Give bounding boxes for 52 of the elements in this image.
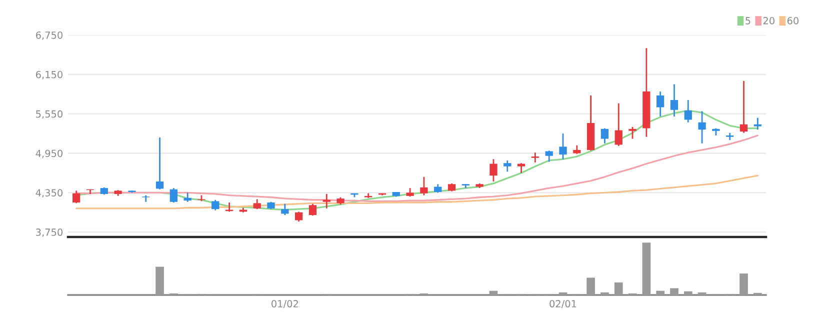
candlestick: [684, 99, 692, 124]
y-tick-label: 4,350: [36, 189, 62, 198]
legend-label: 5: [746, 17, 750, 24]
bar: [586, 278, 595, 295]
candlestick: [531, 152, 540, 164]
candlestick: [656, 90, 664, 118]
candlestick: [322, 193, 330, 210]
legend-label: 20: [763, 17, 774, 24]
candlestick: [740, 80, 748, 134]
candlestick: [156, 136, 164, 190]
candlestick: [294, 211, 303, 222]
bar: [156, 266, 164, 295]
y-tick-label: 6,150: [36, 70, 62, 80]
bar: [684, 291, 692, 295]
y-tick-label: 3,750: [36, 228, 62, 237]
bar: [558, 292, 568, 295]
bar: [614, 282, 623, 295]
y-tick-label: 4,950: [36, 150, 62, 158]
bar: [670, 288, 678, 295]
x-tick-label: 02/01: [550, 300, 576, 308]
candlestick: [308, 203, 317, 216]
bar: [656, 290, 664, 295]
candlestick: [170, 187, 178, 204]
candlestick: [212, 199, 220, 212]
candlestick: [559, 132, 567, 160]
candlestick: [754, 117, 762, 130]
candlestick: [225, 202, 234, 212]
candlestick: [670, 84, 678, 118]
bar: [740, 274, 748, 295]
bar: [642, 242, 651, 295]
line-series: [76, 174, 758, 210]
candlestick: [517, 162, 526, 174]
candlestick: [184, 192, 192, 203]
bar: [600, 292, 609, 295]
y-tick-label: 6,750: [36, 31, 62, 40]
candlestick: [628, 126, 636, 140]
candlestick: [600, 128, 609, 144]
bar: [698, 292, 706, 295]
candlestick: [253, 198, 261, 210]
candlestick: [698, 110, 706, 144]
bar: [489, 290, 498, 295]
candlestick: [142, 194, 150, 203]
candlestick: [614, 102, 622, 147]
y-tick-label: 5,550: [36, 110, 62, 119]
legend-label: 60: [787, 17, 798, 24]
candlestick: [72, 190, 80, 204]
candlestick: [545, 150, 553, 162]
candlestick: [490, 158, 498, 182]
candlestick: [504, 160, 512, 172]
candlestick: [281, 203, 289, 216]
candlestick: [420, 176, 428, 196]
x-tick-label: 01/02: [272, 300, 298, 308]
